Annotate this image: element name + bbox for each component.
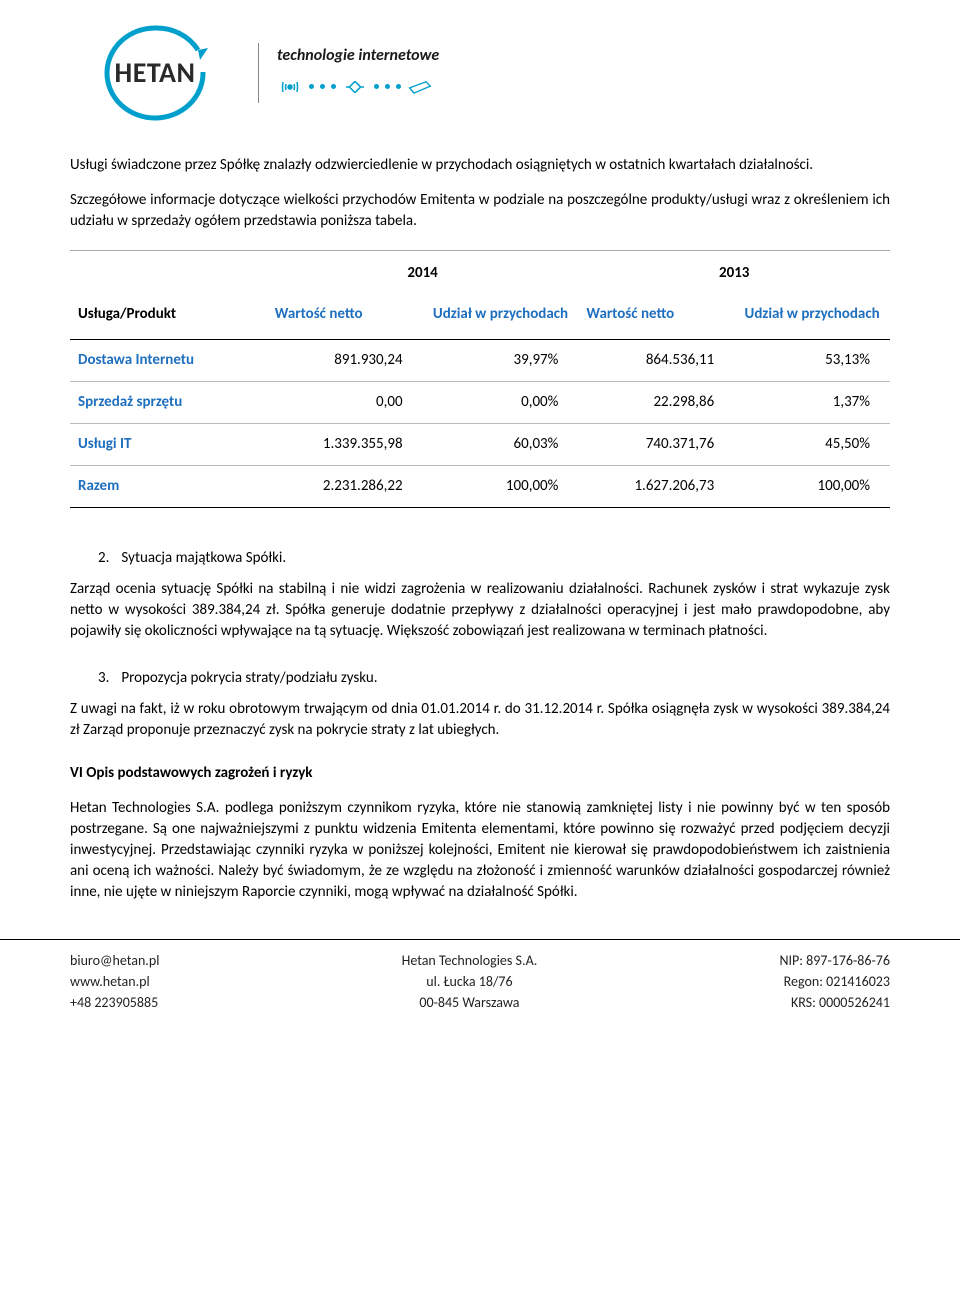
- antenna-icon: [277, 74, 303, 100]
- row-share-2014: 39,97%: [423, 340, 579, 382]
- table-row: Usługi IT1.339.355,9860,03%740.371,7645,…: [70, 424, 890, 466]
- list-number: 3.: [98, 668, 118, 689]
- dot-icon: [396, 84, 401, 89]
- header-divider: [258, 43, 259, 103]
- row-share-2014: 60,03%: [423, 424, 579, 466]
- footer-legal: NIP: 897-176-86-76 Regon: 021416023 KRS:…: [779, 950, 890, 1013]
- situation-paragraph: Zarząd ocenia sytuację Spółki na stabiln…: [70, 579, 890, 642]
- dot-icon: [385, 84, 390, 89]
- row-value-2014: 1.339.355,98: [267, 424, 423, 466]
- row-share-2013: 100,00%: [734, 466, 890, 508]
- table-header-share-2014: Udział w przychodach: [423, 294, 579, 340]
- header-icon-row: [277, 74, 439, 100]
- sat-icon: [342, 74, 368, 100]
- row-label: Sprzedaż sprzętu: [70, 382, 267, 424]
- table-year-2013: 2013: [578, 251, 890, 295]
- table-row: Sprzedaż sprzętu0,000,00%22.298,861,37%: [70, 382, 890, 424]
- footer-email: biuro@hetan.pl: [70, 950, 159, 971]
- page-header: HETAN technologie internetowe: [70, 20, 890, 125]
- row-value-2013: 1.627.206,73: [578, 466, 734, 508]
- list-item-proposal: 3. Propozycja pokrycia straty/podziału z…: [98, 668, 890, 689]
- footer-city: 00-845 Warszawa: [402, 992, 538, 1013]
- footer-company: Hetan Technologies S.A.: [402, 950, 538, 971]
- row-value-2013: 22.298,86: [578, 382, 734, 424]
- dot-icon: [374, 84, 379, 89]
- table-year-2014: 2014: [267, 251, 579, 295]
- intro-paragraph-1: Usługi świadczone przez Spółkę znalazły …: [70, 155, 890, 176]
- footer-nip: NIP: 897-176-86-76: [779, 950, 890, 971]
- row-share-2013: 53,13%: [734, 340, 890, 382]
- row-value-2013: 740.371,76: [578, 424, 734, 466]
- row-label: Usługi IT: [70, 424, 267, 466]
- dot-icon: [309, 84, 314, 89]
- dot-icon: [320, 84, 325, 89]
- list-number: 2.: [98, 548, 118, 569]
- row-value-2013: 864.536,11: [578, 340, 734, 382]
- revenue-table: 2014 2013 Usługa/Produkt Wartość netto U…: [70, 250, 890, 508]
- row-share-2013: 1,37%: [734, 382, 890, 424]
- router-icon: [407, 74, 433, 100]
- list-title: Propozycja pokrycia straty/podziału zysk…: [121, 669, 377, 687]
- footer-web: www.hetan.pl: [70, 971, 159, 992]
- row-share-2013: 45,50%: [734, 424, 890, 466]
- risks-paragraph: Hetan Technologies S.A. podlega poniższy…: [70, 798, 890, 903]
- tagline-text: technologie internetowe: [277, 45, 439, 67]
- list-item-situation: 2. Sytuacja majątkowa Spółki.: [98, 548, 890, 569]
- proposal-paragraph: Z uwagi na fakt, iż w roku obrotowym trw…: [70, 699, 890, 741]
- row-value-2014: 0,00: [267, 382, 423, 424]
- row-label: Dostawa Internetu: [70, 340, 267, 382]
- tagline-block: technologie internetowe: [277, 45, 439, 99]
- table-row: Dostawa Internetu891.930,2439,97%864.536…: [70, 340, 890, 382]
- row-label: Razem: [70, 466, 267, 508]
- row-value-2014: 891.930,24: [267, 340, 423, 382]
- brand-name: HETAN: [115, 53, 196, 92]
- footer-regon: Regon: 021416023: [779, 971, 890, 992]
- row-value-2014: 2.231.286,22: [267, 466, 423, 508]
- footer-street: ul. Łucka 18/76: [402, 971, 538, 992]
- table-header-value-2013: Wartość netto: [578, 294, 734, 340]
- intro-paragraph-2: Szczegółowe informacje dotyczące wielkoś…: [70, 190, 890, 232]
- brand-logo: HETAN: [70, 20, 240, 125]
- page-footer: biuro@hetan.pl www.hetan.pl +48 22390588…: [0, 939, 960, 1013]
- risks-heading: VI Opis podstawowych zagrożeń i ryzyk: [70, 763, 890, 784]
- row-share-2014: 0,00%: [423, 382, 579, 424]
- table-corner: [70, 251, 267, 295]
- dot-icon: [331, 84, 336, 89]
- footer-contact: biuro@hetan.pl www.hetan.pl +48 22390588…: [70, 950, 159, 1013]
- footer-address: Hetan Technologies S.A. ul. Łucka 18/76 …: [402, 950, 538, 1013]
- list-title: Sytuacja majątkowa Spółki.: [121, 549, 286, 567]
- table-row: Razem2.231.286,22100,00%1.627.206,73100,…: [70, 466, 890, 508]
- footer-phone: +48 223905885: [70, 992, 159, 1013]
- table-header-share-2013: Udział w przychodach: [734, 294, 890, 340]
- table-header-value-2014: Wartość netto: [267, 294, 423, 340]
- footer-krs: KRS: 0000526241: [779, 992, 890, 1013]
- table-header-product: Usługa/Produkt: [70, 294, 267, 340]
- row-share-2014: 100,00%: [423, 466, 579, 508]
